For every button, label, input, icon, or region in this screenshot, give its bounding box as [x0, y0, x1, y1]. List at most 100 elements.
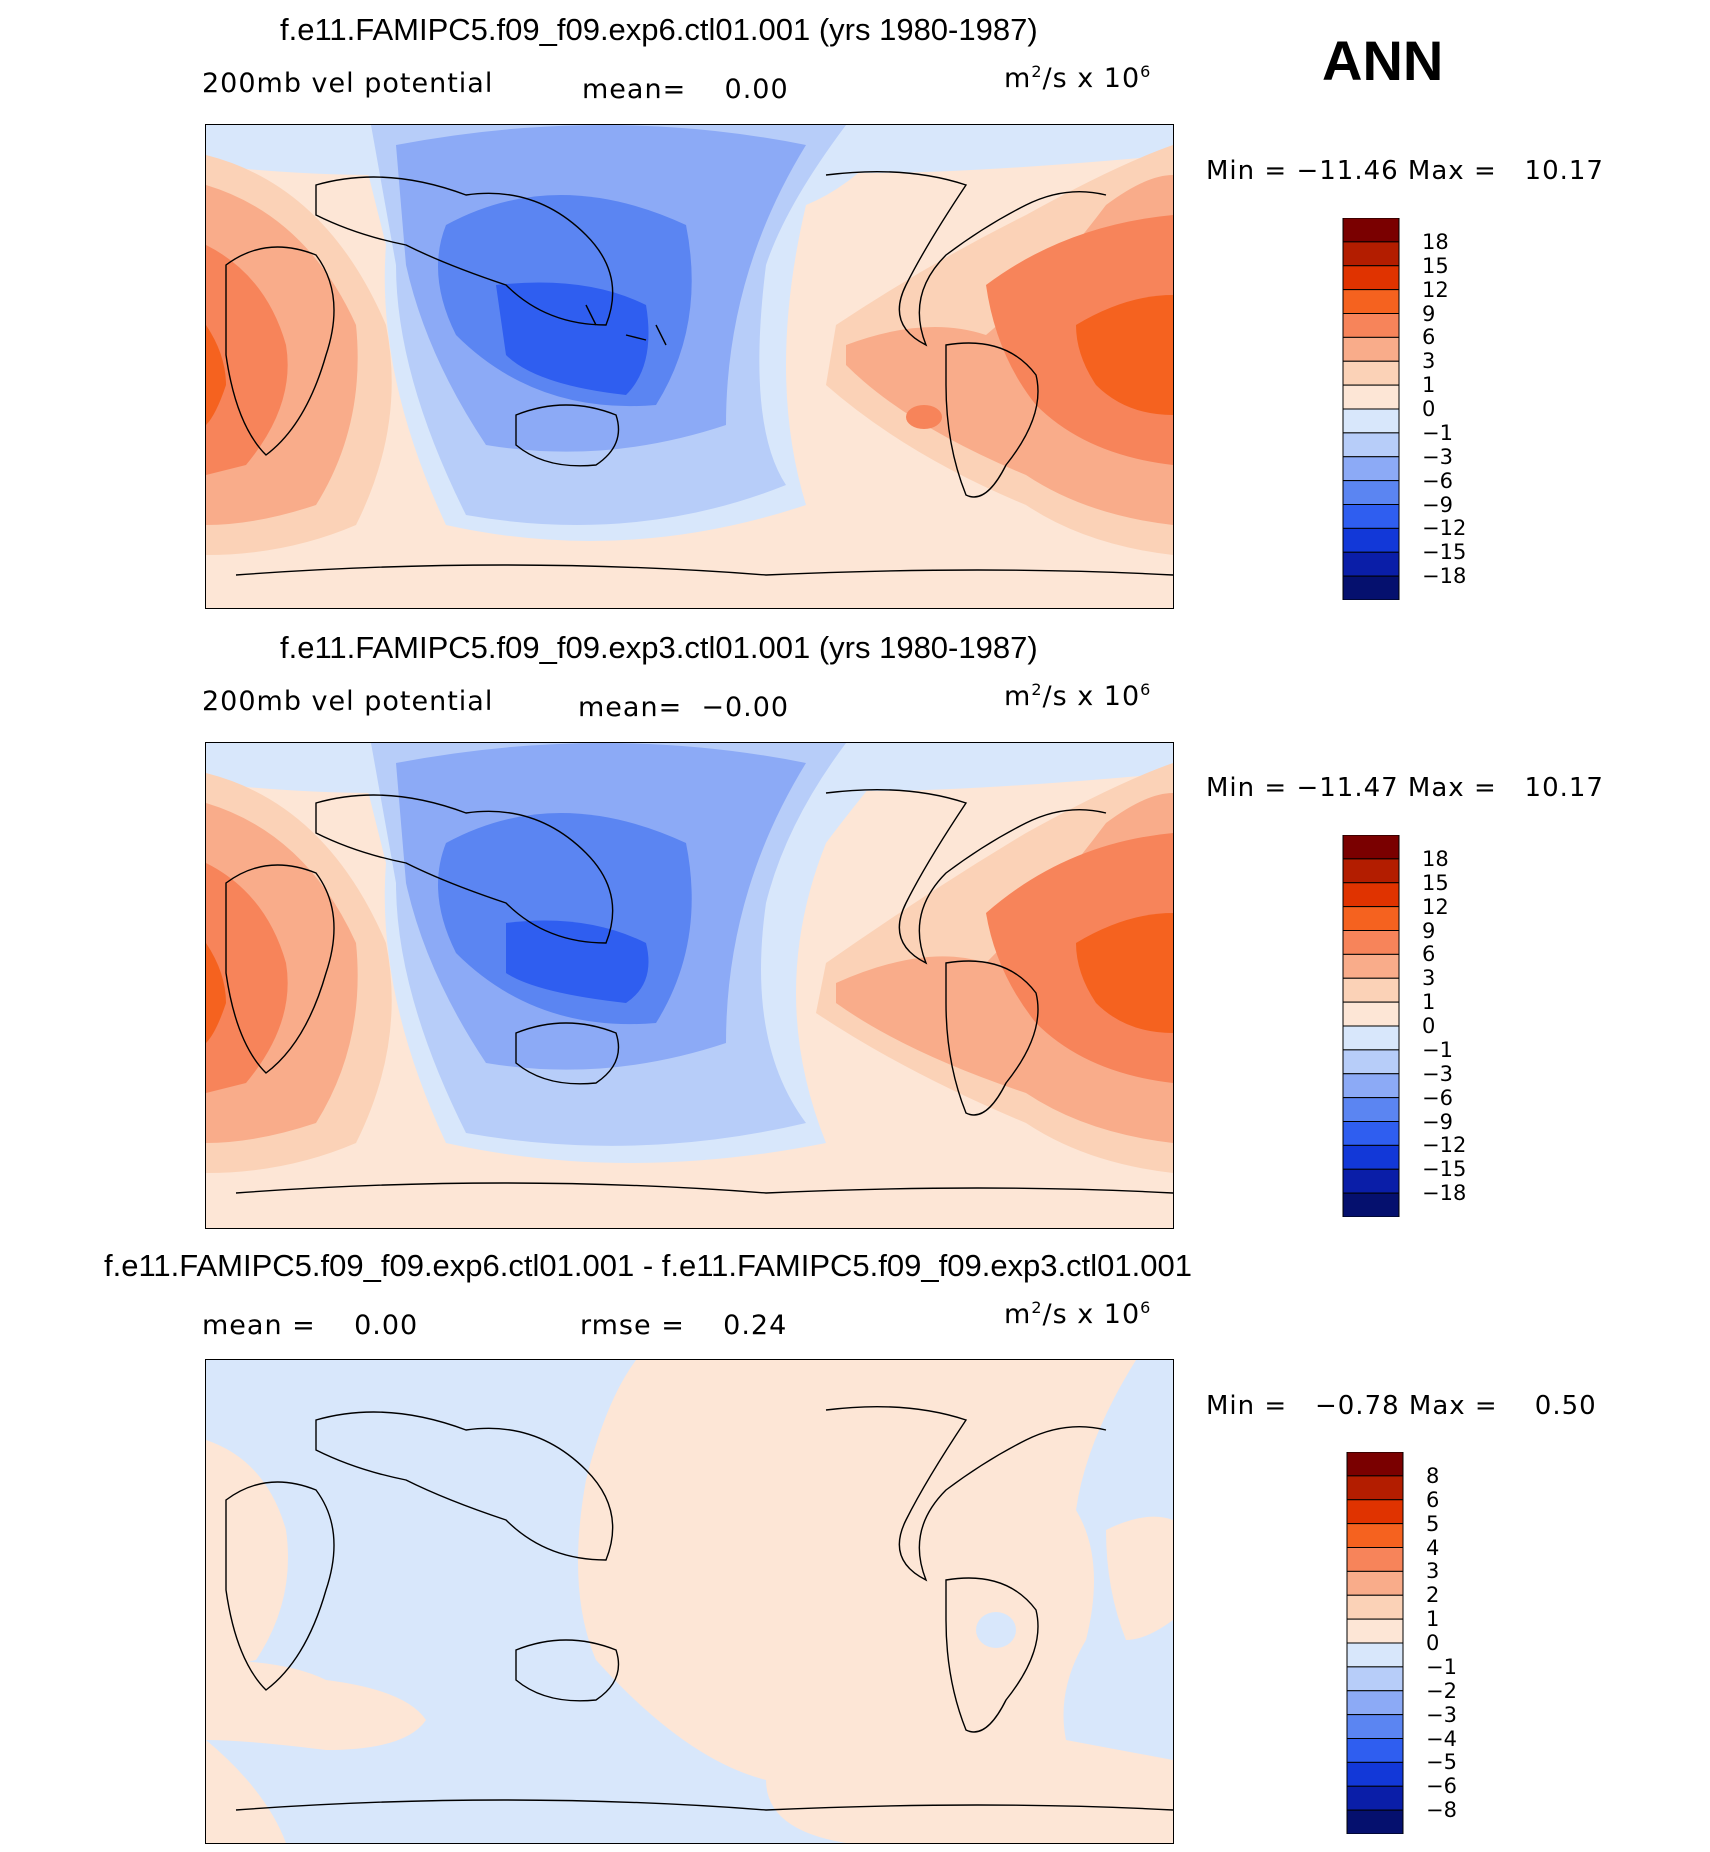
colorbar-tick-label: 3: [1426, 1559, 1440, 1584]
colorbar-tick-label: 0: [1422, 397, 1436, 421]
colorbar-swatch: [1342, 504, 1400, 529]
panel-middle-units: m2/s x 106: [1004, 680, 1152, 712]
colorbar-tick-label: −1: [1426, 1654, 1457, 1679]
colorbar-swatch: [1342, 1144, 1400, 1170]
panel-top-contours: [206, 125, 1173, 608]
colorbar-tick-label: −3: [1422, 1061, 1453, 1086]
colorbar-tick-label: 0: [1422, 1014, 1436, 1038]
colorbar-swatch: [1342, 1073, 1400, 1099]
colorbar-tick-label: 15: [1422, 253, 1449, 278]
colorbar-tick-label: 4: [1426, 1535, 1440, 1560]
colorbar-tick-label: −15: [1422, 1157, 1467, 1182]
colorbar-swatch: [1342, 1168, 1400, 1194]
colorbar-tick-label: 12: [1422, 277, 1449, 302]
colorbar-swatch: [1346, 1499, 1404, 1525]
panel-middle-map: [205, 742, 1174, 1229]
panel-middle-colorbar-swatches: [1342, 834, 1400, 1218]
colorbar-tick-label: −15: [1422, 540, 1467, 565]
colorbar-swatch: [1342, 977, 1400, 1003]
panel-middle-colorbar: [1342, 834, 1400, 1218]
colorbar-tick-label: 0: [1426, 1631, 1440, 1655]
panel-top-colorbar-swatches: [1342, 217, 1400, 601]
colorbar-tick-label: 15: [1422, 870, 1449, 895]
colorbar-swatch: [1342, 217, 1400, 243]
colorbar-tick-label: 12: [1422, 894, 1449, 919]
colorbar-swatch: [1342, 930, 1400, 955]
colorbar-tick-label: 18: [1422, 846, 1449, 871]
colorbar-swatch: [1342, 336, 1400, 362]
colorbar-tick-label: −12: [1422, 516, 1467, 541]
colorbar-swatch: [1342, 289, 1400, 314]
colorbar-tick-label: −3: [1422, 444, 1453, 469]
colorbar-tick-label: −18: [1422, 1181, 1467, 1206]
colorbar-tick-label: 1: [1422, 373, 1436, 398]
colorbar-tick-label: 5: [1426, 1511, 1440, 1536]
colorbar-swatch: [1346, 1594, 1404, 1620]
colorbar-tick-label: −18: [1422, 564, 1467, 589]
colorbar-tick-label: −9: [1422, 492, 1453, 517]
colorbar-swatch: [1342, 882, 1400, 908]
colorbar-tick-label: −6: [1422, 1085, 1453, 1110]
panel-bottom-colorbar: [1346, 1451, 1404, 1835]
colorbar-swatch: [1342, 432, 1400, 458]
panel-bottom-map: [205, 1359, 1174, 1844]
colorbar-swatch: [1342, 408, 1400, 434]
colorbar-tick-label: 8: [1426, 1463, 1440, 1488]
colorbar-swatch: [1342, 551, 1400, 577]
panel-middle-variable: 200mb vel potential: [202, 686, 494, 717]
colorbar-tick-label: 9: [1422, 301, 1436, 326]
colorbar-swatch: [1342, 384, 1400, 410]
colorbar-swatch: [1346, 1642, 1404, 1668]
colorbar-swatch: [1346, 1761, 1404, 1787]
colorbar-swatch: [1342, 1025, 1400, 1051]
colorbar-swatch: [1342, 834, 1400, 860]
colorbar-swatch: [1346, 1475, 1404, 1501]
colorbar-tick-label: 9: [1422, 918, 1436, 943]
colorbar-tick-label: −2: [1426, 1678, 1457, 1703]
colorbar-tick-label: 3: [1422, 349, 1436, 374]
colorbar-swatch: [1342, 906, 1400, 931]
colorbar-swatch: [1342, 1192, 1400, 1218]
colorbar-swatch: [1342, 1001, 1400, 1027]
colorbar-tick-label: −5: [1426, 1750, 1457, 1775]
colorbar-swatch: [1342, 1049, 1400, 1075]
colorbar-tick-label: −1: [1422, 420, 1453, 445]
colorbar-swatch: [1342, 265, 1400, 291]
panel-middle-mean: mean= −0.00: [578, 692, 790, 723]
colorbar-tick-label: −12: [1422, 1133, 1467, 1158]
panel-middle-title: f.e11.FAMIPC5.f09_f09.exp3.ctl01.001 (yr…: [280, 630, 1038, 665]
colorbar-swatch: [1346, 1523, 1404, 1548]
colorbar-swatch: [1342, 313, 1400, 338]
panel-bottom-rmse: rmse = 0.24: [580, 1310, 788, 1341]
panel-top-minmax: Min = −11.46 Max = 10.17: [1206, 156, 1604, 186]
colorbar-swatch: [1342, 241, 1400, 267]
panel-top-map: [205, 124, 1174, 609]
colorbar-swatch: [1342, 480, 1400, 505]
panel-bottom-units: m2/s x 106: [1004, 1298, 1152, 1330]
colorbar-swatch: [1342, 1121, 1400, 1146]
colorbar-swatch: [1346, 1618, 1404, 1644]
panel-middle-minmax: Min = −11.47 Max = 10.17: [1206, 773, 1604, 803]
panel-top-mean: mean= 0.00: [582, 74, 789, 105]
panel-middle-contours: [206, 743, 1173, 1228]
colorbar-swatch: [1346, 1809, 1404, 1835]
colorbar-tick-label: −6: [1426, 1774, 1457, 1799]
colorbar-swatch: [1346, 1714, 1404, 1739]
colorbar-swatch: [1342, 360, 1400, 386]
colorbar-tick-label: 6: [1422, 325, 1436, 350]
colorbar-swatch: [1342, 527, 1400, 553]
panel-bottom-colorbar-swatches: [1346, 1451, 1404, 1835]
colorbar-tick-label: −3: [1426, 1702, 1457, 1727]
panel-bottom-contours: [206, 1360, 1173, 1843]
colorbar-swatch: [1346, 1666, 1404, 1692]
colorbar-swatch: [1342, 953, 1400, 979]
panel-top-units: m2/s x 106: [1004, 62, 1152, 94]
colorbar-swatch: [1346, 1738, 1404, 1763]
panel-top-variable: 200mb vel potential: [202, 68, 494, 99]
colorbar-tick-label: −9: [1422, 1109, 1453, 1134]
colorbar-swatch: [1342, 858, 1400, 884]
panel-top-title: f.e11.FAMIPC5.f09_f09.exp6.ctl01.001 (yr…: [280, 12, 1038, 47]
colorbar-tick-label: 6: [1426, 1487, 1440, 1512]
colorbar-swatch: [1346, 1451, 1404, 1477]
colorbar-swatch: [1342, 1097, 1400, 1122]
